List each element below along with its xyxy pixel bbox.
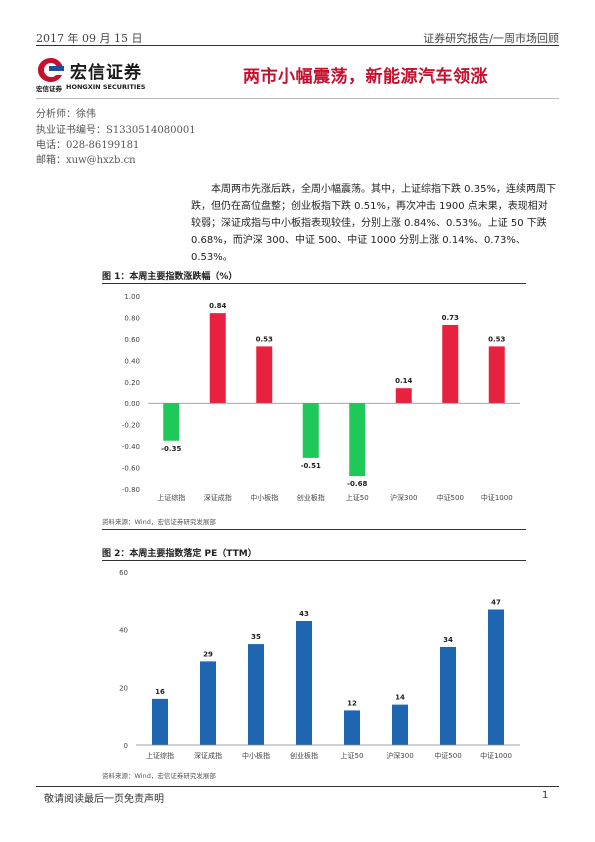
logo-name-en: HONGXIN SECURITIES bbox=[66, 83, 146, 91]
chart1-category-label: 沪深300 bbox=[390, 493, 417, 502]
chart1-ytick-label: 0.60 bbox=[124, 336, 140, 344]
report-date: 2017 年 09 月 15 日 bbox=[36, 32, 143, 45]
chart1-bar bbox=[256, 346, 273, 404]
chart1-data-label: 0.53 bbox=[256, 335, 273, 343]
chart1-data-label: 0.53 bbox=[488, 335, 505, 343]
chart1-category-label: 中小板指 bbox=[250, 493, 278, 502]
page-number: 1 bbox=[542, 790, 549, 801]
chart1-bar bbox=[442, 324, 459, 404]
chart1-bar bbox=[209, 313, 226, 404]
chart1-ytick-label: -0.40 bbox=[122, 443, 140, 451]
chart2-category-label: 深证成指 bbox=[194, 751, 222, 760]
chart1-category-label: 中证1000 bbox=[481, 493, 513, 502]
chart1-category-label: 创业板指 bbox=[297, 493, 325, 502]
chart2-bar bbox=[152, 698, 168, 745]
chart1-data-label: -0.51 bbox=[301, 462, 321, 470]
chart2-category-label: 上证50 bbox=[341, 751, 364, 760]
figure1-bottom-rule bbox=[102, 529, 526, 530]
summary-paragraph: 本周两市先涨后跌，全周小幅震荡。其中，上证综指下跌 0.35%，连续两周下跌，但… bbox=[191, 184, 556, 263]
analyst-phone: 电话：028-86199181 bbox=[36, 140, 140, 151]
chart2-category-label: 中小板指 bbox=[242, 751, 270, 760]
chart1-data-label: -0.35 bbox=[161, 445, 181, 453]
chart2-data-label: 47 bbox=[491, 598, 501, 606]
chart2-ytick-label: 40 bbox=[119, 627, 128, 635]
chart2-category-label: 中证1000 bbox=[480, 751, 512, 760]
footer-divider bbox=[36, 786, 559, 787]
chart2-category-label: 中证500 bbox=[434, 751, 461, 760]
chart1-ytick-label: 0.20 bbox=[124, 379, 140, 387]
chart1-data-label: -0.68 bbox=[347, 480, 367, 488]
chart1-ytick-label: 0.00 bbox=[124, 400, 140, 408]
chart2-bar bbox=[440, 646, 456, 745]
chart1-bar bbox=[349, 403, 366, 477]
chart2-data-label: 14 bbox=[395, 694, 405, 702]
chart1-ytick-label: 0.80 bbox=[124, 314, 140, 322]
chart1-data-label: 0.14 bbox=[395, 377, 412, 385]
logo-mark-icon bbox=[38, 58, 64, 82]
report-type: 证券研究报告/一周市场回顾 bbox=[423, 32, 559, 45]
logo-name-en-cn: 宏信证券 bbox=[36, 85, 62, 93]
chart2-bar bbox=[488, 609, 504, 745]
chart1-ytick-label: -0.80 bbox=[122, 486, 140, 494]
chart2-category-label: 沪深300 bbox=[386, 751, 413, 760]
figure2-top-rule bbox=[102, 560, 526, 561]
chart2-bar bbox=[344, 710, 360, 745]
footer-disclaimer[interactable]: 敬请阅读最后一页免责声明 bbox=[44, 794, 164, 805]
chart2-data-label: 34 bbox=[443, 636, 453, 644]
figure2-chart: 60 40 20 0 16 上证综指 29 深证成指 35 中小板指 43 创业板指 12 上证50 14 沪… bbox=[119, 569, 520, 760]
chart2-bar bbox=[392, 704, 408, 745]
chart2-category-label: 上证综指 bbox=[146, 751, 174, 760]
figure1-title: 图 1：本周主要指数涨跌幅（%） bbox=[102, 272, 238, 282]
header-divider bbox=[36, 45, 559, 46]
chart1-category-label: 上证综指 bbox=[157, 493, 185, 502]
chart2-data-label: 12 bbox=[347, 699, 357, 707]
chart1-bar bbox=[302, 403, 319, 458]
chart1-ytick-label: 0.40 bbox=[124, 357, 140, 365]
chart1-bar bbox=[163, 403, 180, 441]
chart1-ytick-label: 1.00 bbox=[124, 293, 140, 301]
chart2-data-label: 35 bbox=[251, 633, 261, 641]
chart1-data-label: 0.73 bbox=[442, 314, 459, 322]
analyst-license: 执业证书编号：S1330514080001 bbox=[36, 125, 196, 136]
title-divider bbox=[36, 98, 559, 99]
chart2-bar bbox=[296, 621, 312, 745]
logo-name-cn: 宏信证券 bbox=[70, 63, 142, 83]
chart1-data-label: 0.84 bbox=[209, 302, 226, 310]
figure1-top-rule bbox=[102, 283, 526, 284]
analyst-email[interactable]: 邮箱：xuw@hxzb.cn bbox=[36, 155, 136, 166]
chart2-bar bbox=[248, 644, 264, 745]
analyst-name: 分析师：徐伟 bbox=[36, 109, 96, 120]
chart2-data-label: 29 bbox=[203, 650, 213, 658]
chart1-category-label: 深证成指 bbox=[204, 493, 232, 502]
report-title: 两市小幅震荡，新能源汽车领涨 bbox=[243, 67, 488, 87]
company-logo: 宏信证券 宏信证券 HONGXIN SECURITIES bbox=[36, 56, 166, 94]
figure1-chart: 1.00 0.80 0.60 0.40 0.20 0.00 -0.20 -0.40 -0.60 -… bbox=[122, 293, 520, 502]
chart2-ytick-label: 0 bbox=[124, 742, 128, 750]
figure2-source: 资料来源：Wind，宏信证券研究发展部 bbox=[102, 772, 216, 780]
chart1-bar bbox=[488, 346, 505, 404]
chart1-category-label: 上证50 bbox=[346, 493, 369, 502]
chart1-bar bbox=[395, 388, 412, 404]
chart2-category-label: 创业板指 bbox=[290, 751, 318, 760]
chart1-ytick-label: -0.60 bbox=[122, 465, 140, 473]
chart2-data-label: 43 bbox=[299, 610, 309, 618]
figure1-source: 资料来源：Wind，宏信证券研究发展部 bbox=[102, 518, 216, 526]
chart2-ytick-label: 60 bbox=[119, 569, 128, 577]
figure2-title: 图 2：本周主要指数落定 PE（TTM） bbox=[102, 549, 257, 559]
chart2-ytick-label: 20 bbox=[119, 684, 128, 692]
chart2-data-label: 16 bbox=[155, 688, 165, 696]
chart2-bar bbox=[200, 661, 216, 745]
chart1-category-label: 中证500 bbox=[437, 493, 464, 502]
chart1-ytick-label: -0.20 bbox=[122, 422, 140, 430]
